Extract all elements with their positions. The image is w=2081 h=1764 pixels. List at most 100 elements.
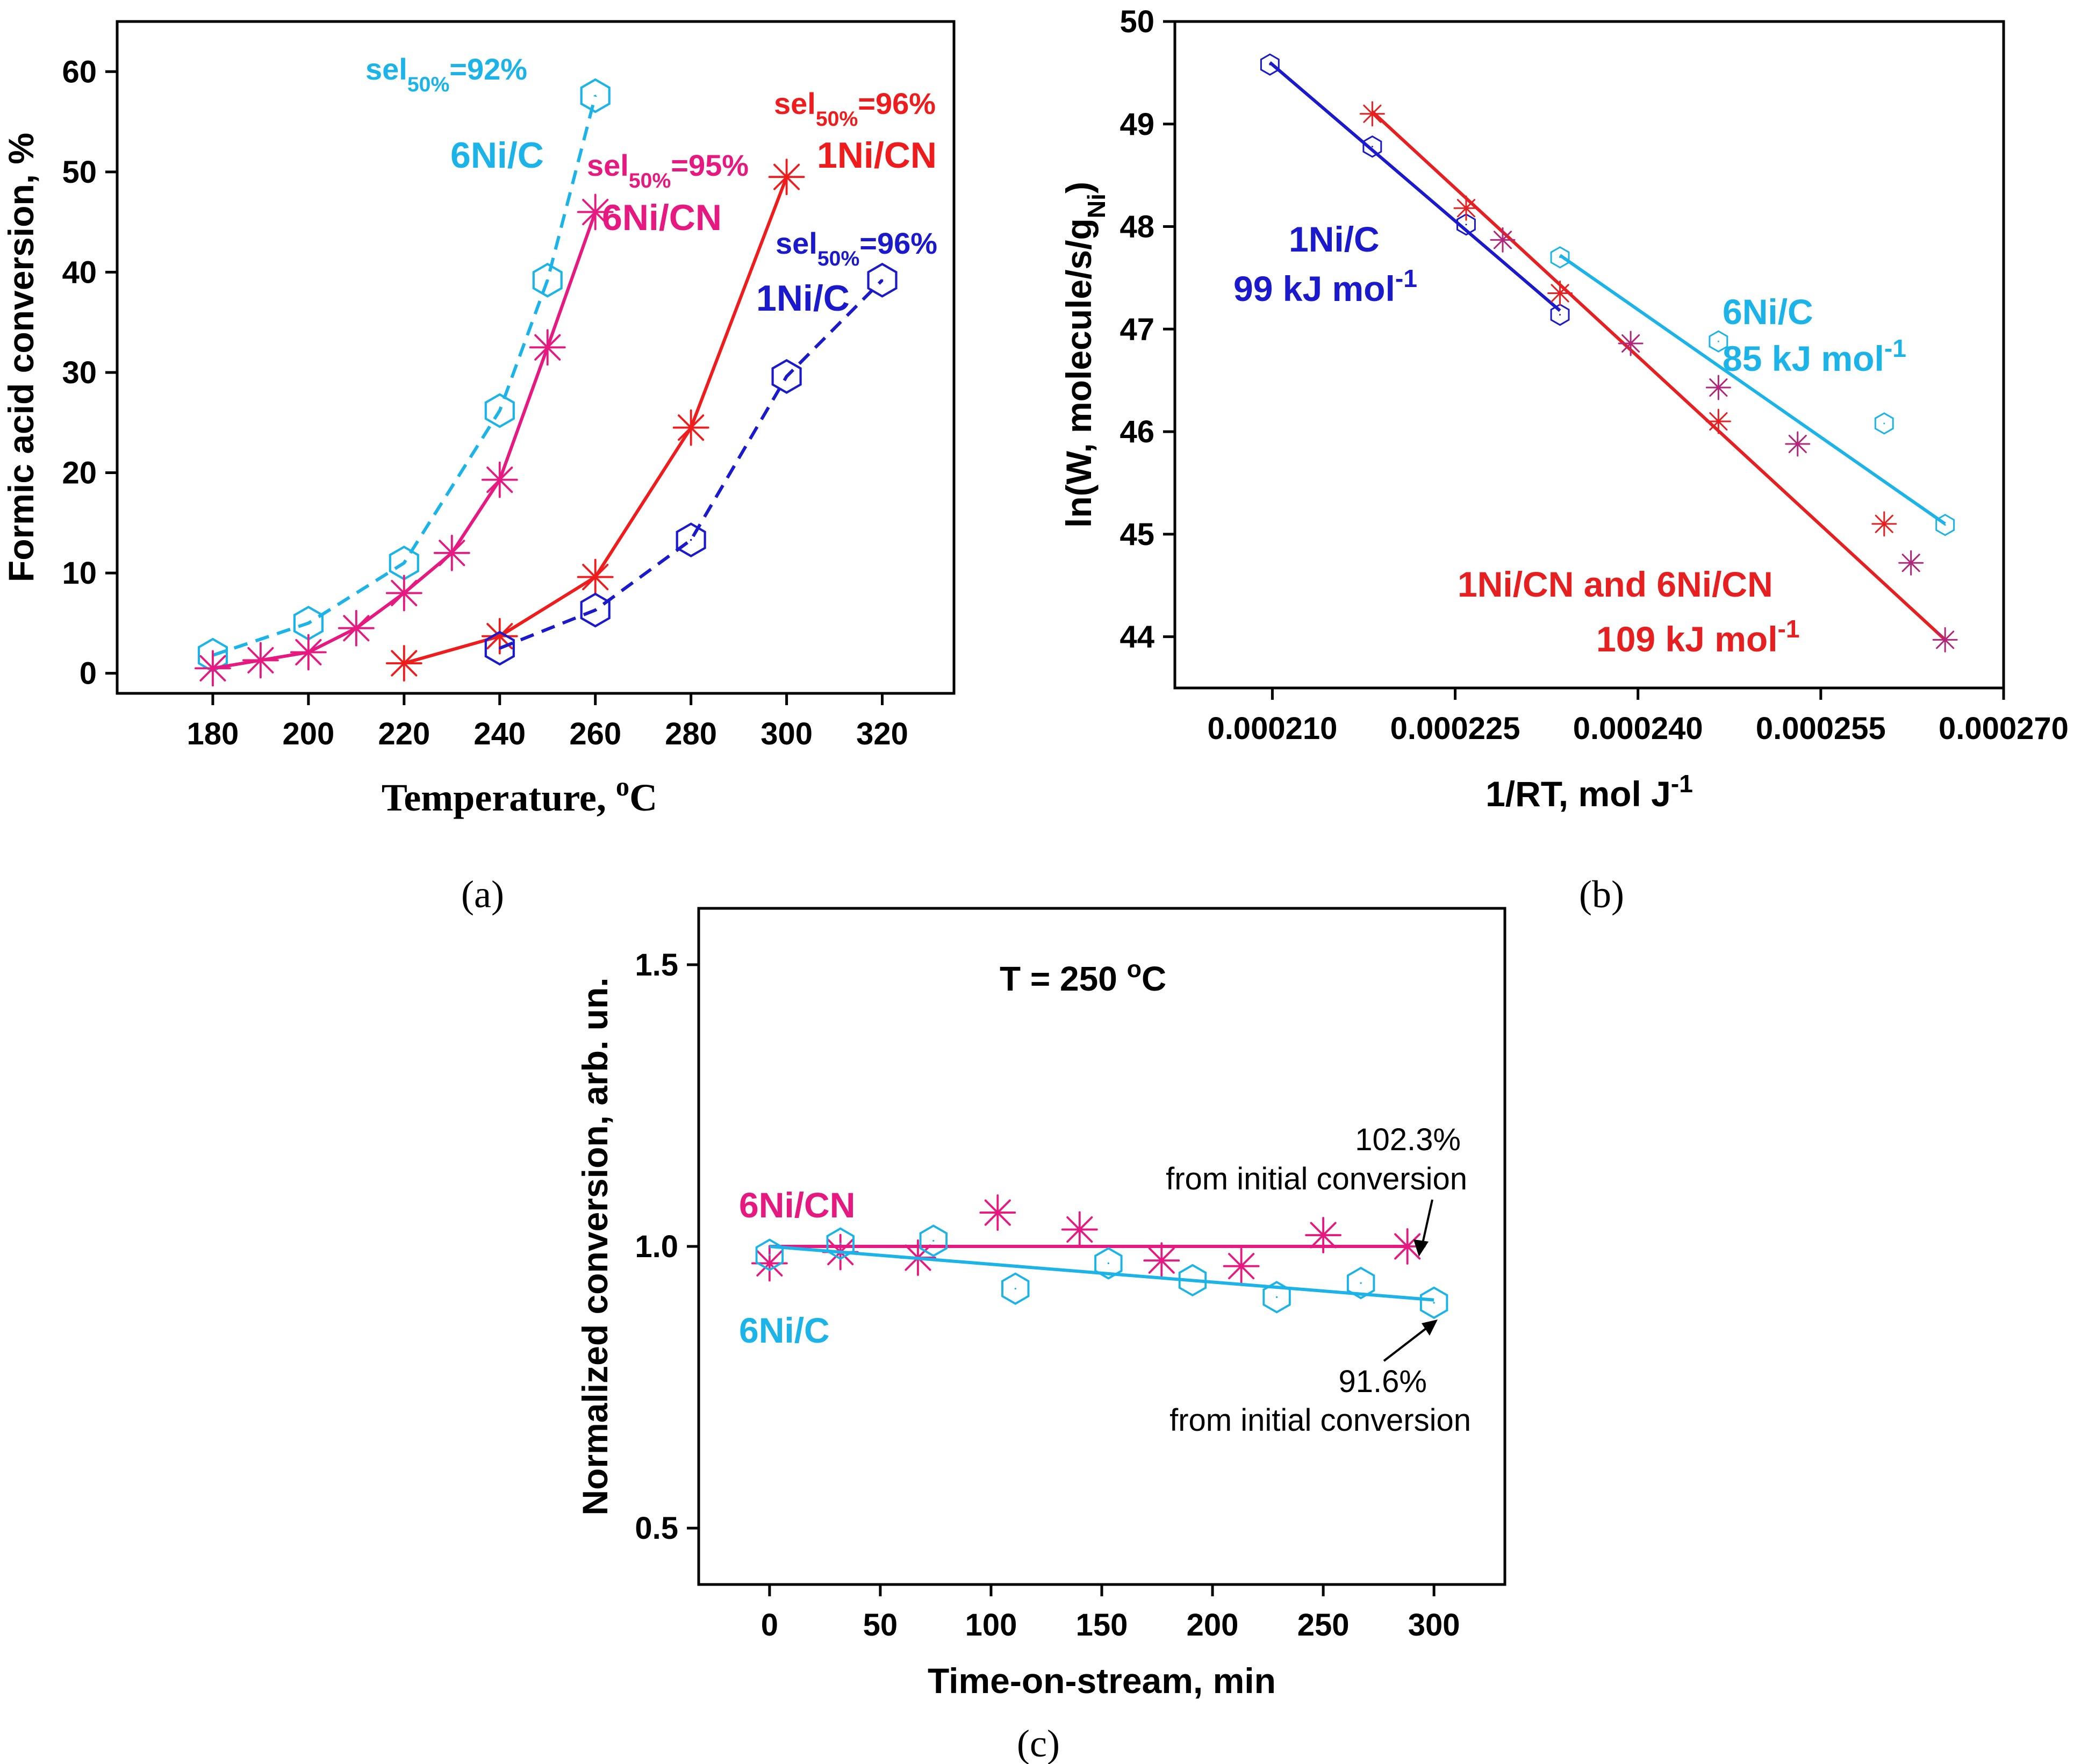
data-point-shape — [755, 1238, 784, 1271]
data-point — [1935, 513, 1955, 536]
data-point-dot — [1559, 314, 1561, 316]
data-point-dot — [498, 647, 501, 649]
data-point-stroke — [1621, 334, 1640, 353]
data-point-shape — [1550, 246, 1570, 269]
data-point-dot — [1360, 1282, 1362, 1284]
data-point — [1001, 1272, 1030, 1305]
data-point — [1490, 227, 1516, 253]
panel-b-chart: 0.000210 0.000225 0.000240 0.000255 0.000270… — [1059, 4, 2069, 916]
series-line — [499, 279, 884, 650]
data-point-stroke — [1493, 231, 1512, 249]
data-point — [484, 630, 515, 666]
y-tick-label: 1.5 — [635, 948, 678, 983]
data-point — [290, 634, 327, 671]
x-tick-label: 200 — [1187, 1608, 1239, 1643]
selectivity-annotation: sel50%=96% — [776, 226, 937, 270]
data-point-shape — [676, 522, 706, 558]
data-point-dot — [1717, 340, 1719, 342]
panel-a-chart: 180 200 220 240 260 280 300 320 0 10 20 30 40 50 60 For… — [1, 20, 956, 916]
data-point-dot — [690, 539, 692, 541]
data-point — [1618, 331, 1644, 356]
series-label: 1Ni/C — [1289, 219, 1380, 259]
panel-label: (b) — [1579, 873, 1624, 916]
data-point — [1419, 1286, 1448, 1320]
data-point-stroke — [534, 334, 561, 361]
data-point — [1178, 1264, 1207, 1297]
data-point — [1932, 627, 1958, 652]
data-point-stroke — [199, 655, 226, 682]
series-label: 1Ni/CN — [817, 135, 937, 176]
data-point — [338, 609, 375, 647]
annotation-line: from initial conversion — [1166, 1161, 1467, 1196]
annotation-line: from initial conversion — [1169, 1403, 1471, 1438]
data-point-shape — [867, 262, 898, 298]
data-point-stroke — [343, 615, 370, 642]
data-point — [1874, 412, 1894, 435]
data-point-dot — [1371, 146, 1373, 148]
data-point — [672, 409, 709, 446]
data-point-shape — [771, 358, 802, 394]
data-point-stroke — [984, 1199, 1011, 1226]
data-point-stroke — [1066, 1216, 1093, 1243]
data-point-dot — [1433, 1302, 1435, 1304]
y-tick-label: 30 — [62, 355, 97, 390]
x-tick-label: 0.000270 — [1939, 711, 2069, 746]
data-point-stroke — [391, 650, 418, 677]
data-point-shape — [484, 630, 515, 666]
data-point-dot — [498, 410, 501, 412]
data-point-stroke — [486, 623, 513, 650]
x-tick-label: 0.000240 — [1573, 711, 1703, 746]
data-point-shape — [1178, 1264, 1207, 1297]
x-axis-title: Temperature, oC — [382, 771, 657, 819]
series-label: 6Ni/CN — [739, 1185, 855, 1225]
data-point — [1223, 1247, 1260, 1285]
series-label: 6Ni/C — [1723, 292, 1813, 332]
data-point — [826, 1227, 855, 1260]
fit-line — [1268, 61, 1561, 312]
data-point — [580, 78, 611, 113]
activation-energy-label: 85 kJ mol-1 — [1723, 334, 1906, 378]
data-point-shape — [580, 592, 611, 628]
y-axis-title: Normalized conversion, arb. un. — [575, 977, 615, 1515]
data-point-dot — [403, 562, 405, 564]
y-axis-title: ln(W, molecule/s/gNi) — [1059, 182, 1110, 528]
data-point — [1456, 213, 1476, 236]
data-point — [1709, 330, 1728, 353]
x-tick-label: 250 — [1297, 1608, 1350, 1643]
fit-line — [769, 1245, 1434, 1302]
plot-frame — [116, 20, 956, 695]
data-point-dot — [1192, 1279, 1194, 1281]
data-point-dot — [1465, 224, 1467, 226]
x-tick-label: 0.000210 — [1207, 711, 1337, 746]
data-point-stroke — [773, 163, 800, 190]
x-tick-label: 50 — [863, 1608, 898, 1643]
arrow-head — [1413, 1239, 1429, 1257]
data-point-dot — [1014, 1287, 1016, 1290]
y-tick-label: 50 — [1120, 4, 1154, 39]
data-point — [1550, 303, 1570, 326]
data-point-shape — [826, 1227, 855, 1260]
data-point-shape — [1456, 213, 1476, 236]
fit-line — [1371, 110, 1947, 641]
data-point-stroke — [1875, 514, 1893, 533]
data-point-shape — [919, 1224, 948, 1257]
y-tick-label: 0 — [80, 656, 97, 691]
data-point-stroke — [1394, 1233, 1421, 1260]
y-tick-label: 48 — [1120, 210, 1154, 245]
data-point-stroke — [1551, 284, 1569, 303]
y-tick-label: 0.5 — [635, 1511, 678, 1546]
annotation-arrow — [1383, 1324, 1432, 1362]
series-label: 1Ni/CN and 6Ni/CN — [1458, 564, 1773, 604]
data-point — [768, 159, 805, 196]
chart-title: T = 250 oC — [1000, 956, 1166, 998]
data-point-dot — [932, 1239, 935, 1242]
data-point — [529, 329, 566, 366]
data-point-stroke — [1788, 434, 1807, 454]
data-point — [484, 393, 515, 428]
data-point-stroke — [1901, 554, 1920, 572]
selectivity-annotation: sel50%=92% — [365, 52, 527, 96]
selectivity-annotation: sel50%=95% — [587, 148, 749, 192]
x-tick-label: 100 — [965, 1608, 1017, 1643]
data-point — [433, 534, 470, 571]
y-tick-label: 1.0 — [635, 1229, 678, 1264]
